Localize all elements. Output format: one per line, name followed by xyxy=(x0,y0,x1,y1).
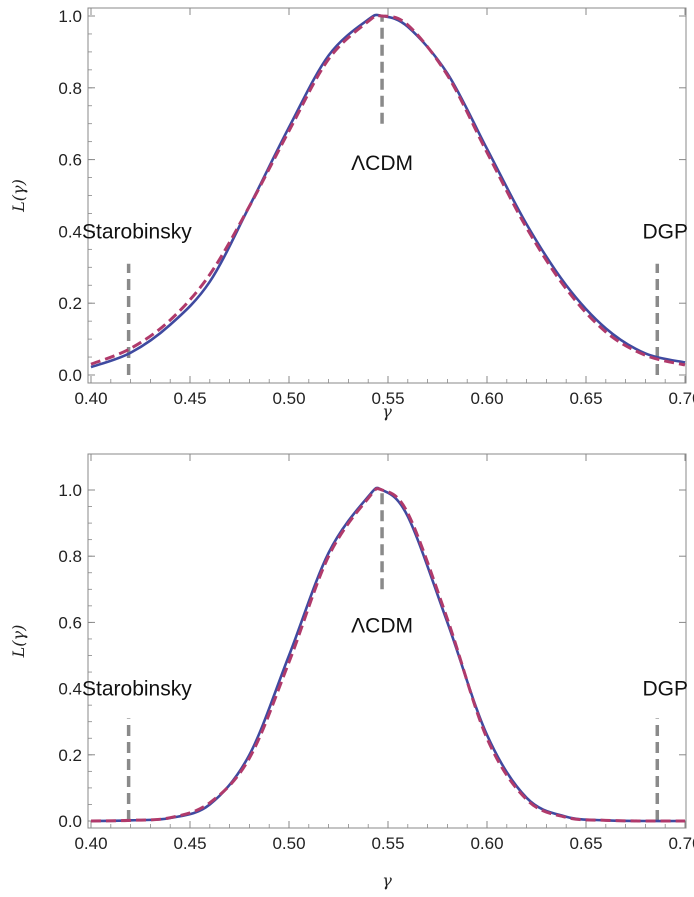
y-tick-label: 0.2 xyxy=(58,294,82,313)
y-tick-label: 0.2 xyxy=(58,746,82,765)
x-tick-label: 0.70 xyxy=(668,389,694,408)
y-tick-label: 0.0 xyxy=(58,812,82,831)
y-tick-label: 1.0 xyxy=(58,481,82,500)
x-axis-label: γ xyxy=(382,402,392,421)
x-tick-label: 0.60 xyxy=(470,389,503,408)
x-tick-label: 0.50 xyxy=(272,834,305,853)
x-tick-label: 0.50 xyxy=(272,389,305,408)
marker-label: ΛCDM xyxy=(351,615,413,638)
y-tick-label: 0.6 xyxy=(58,151,82,170)
series-solid-line xyxy=(90,13,686,369)
panel-top: 0.40 0.45 0.50 0.55 0.60 0.65 0.70 0.0 0.2 0.4 0.6… xyxy=(9,7,694,421)
marker-label: DGP xyxy=(642,678,688,701)
y-tick-label: 0.4 xyxy=(58,222,82,241)
marker-label: Starobinsky xyxy=(82,220,192,243)
x-tick-label: 0.70 xyxy=(668,834,694,853)
y-tick-label: 0.8 xyxy=(58,79,82,98)
marker-label: Starobinsky xyxy=(82,678,192,701)
x-tick-label: 0.45 xyxy=(173,834,206,853)
x-tick-label: 0.60 xyxy=(470,834,503,853)
y-axis-label: L(γ) xyxy=(9,179,28,213)
series-dashed-line xyxy=(90,487,686,823)
marker-label: DGP xyxy=(642,220,688,243)
x-tick-label: 0.55 xyxy=(371,389,404,408)
plot-frame xyxy=(87,453,687,829)
panel-bottom: 0.40 0.45 0.50 0.55 0.60 0.65 0.70 0.0 0.2 0.4 0.6… xyxy=(9,453,694,890)
y-axis-label: L(γ) xyxy=(9,625,28,659)
y-tick-label: 0.4 xyxy=(58,680,82,699)
y-tick-label: 0.0 xyxy=(58,366,82,385)
x-tick-label: 0.45 xyxy=(173,389,206,408)
y-tick-label: 1.0 xyxy=(58,7,82,26)
series-dashed-line xyxy=(90,14,686,367)
x-tick-label: 0.55 xyxy=(371,834,404,853)
y-tick-label: 0.8 xyxy=(58,547,82,566)
x-tick-label: 0.65 xyxy=(569,834,602,853)
y-tick-label: 0.6 xyxy=(58,613,82,632)
x-axis-label: γ xyxy=(382,871,392,890)
plot-frame xyxy=(87,7,687,384)
marker-label: ΛCDM xyxy=(351,152,413,175)
x-tick-label: 0.40 xyxy=(74,389,107,408)
series-solid-line xyxy=(90,486,686,823)
x-tick-label: 0.65 xyxy=(569,389,602,408)
x-tick-label: 0.40 xyxy=(74,834,107,853)
